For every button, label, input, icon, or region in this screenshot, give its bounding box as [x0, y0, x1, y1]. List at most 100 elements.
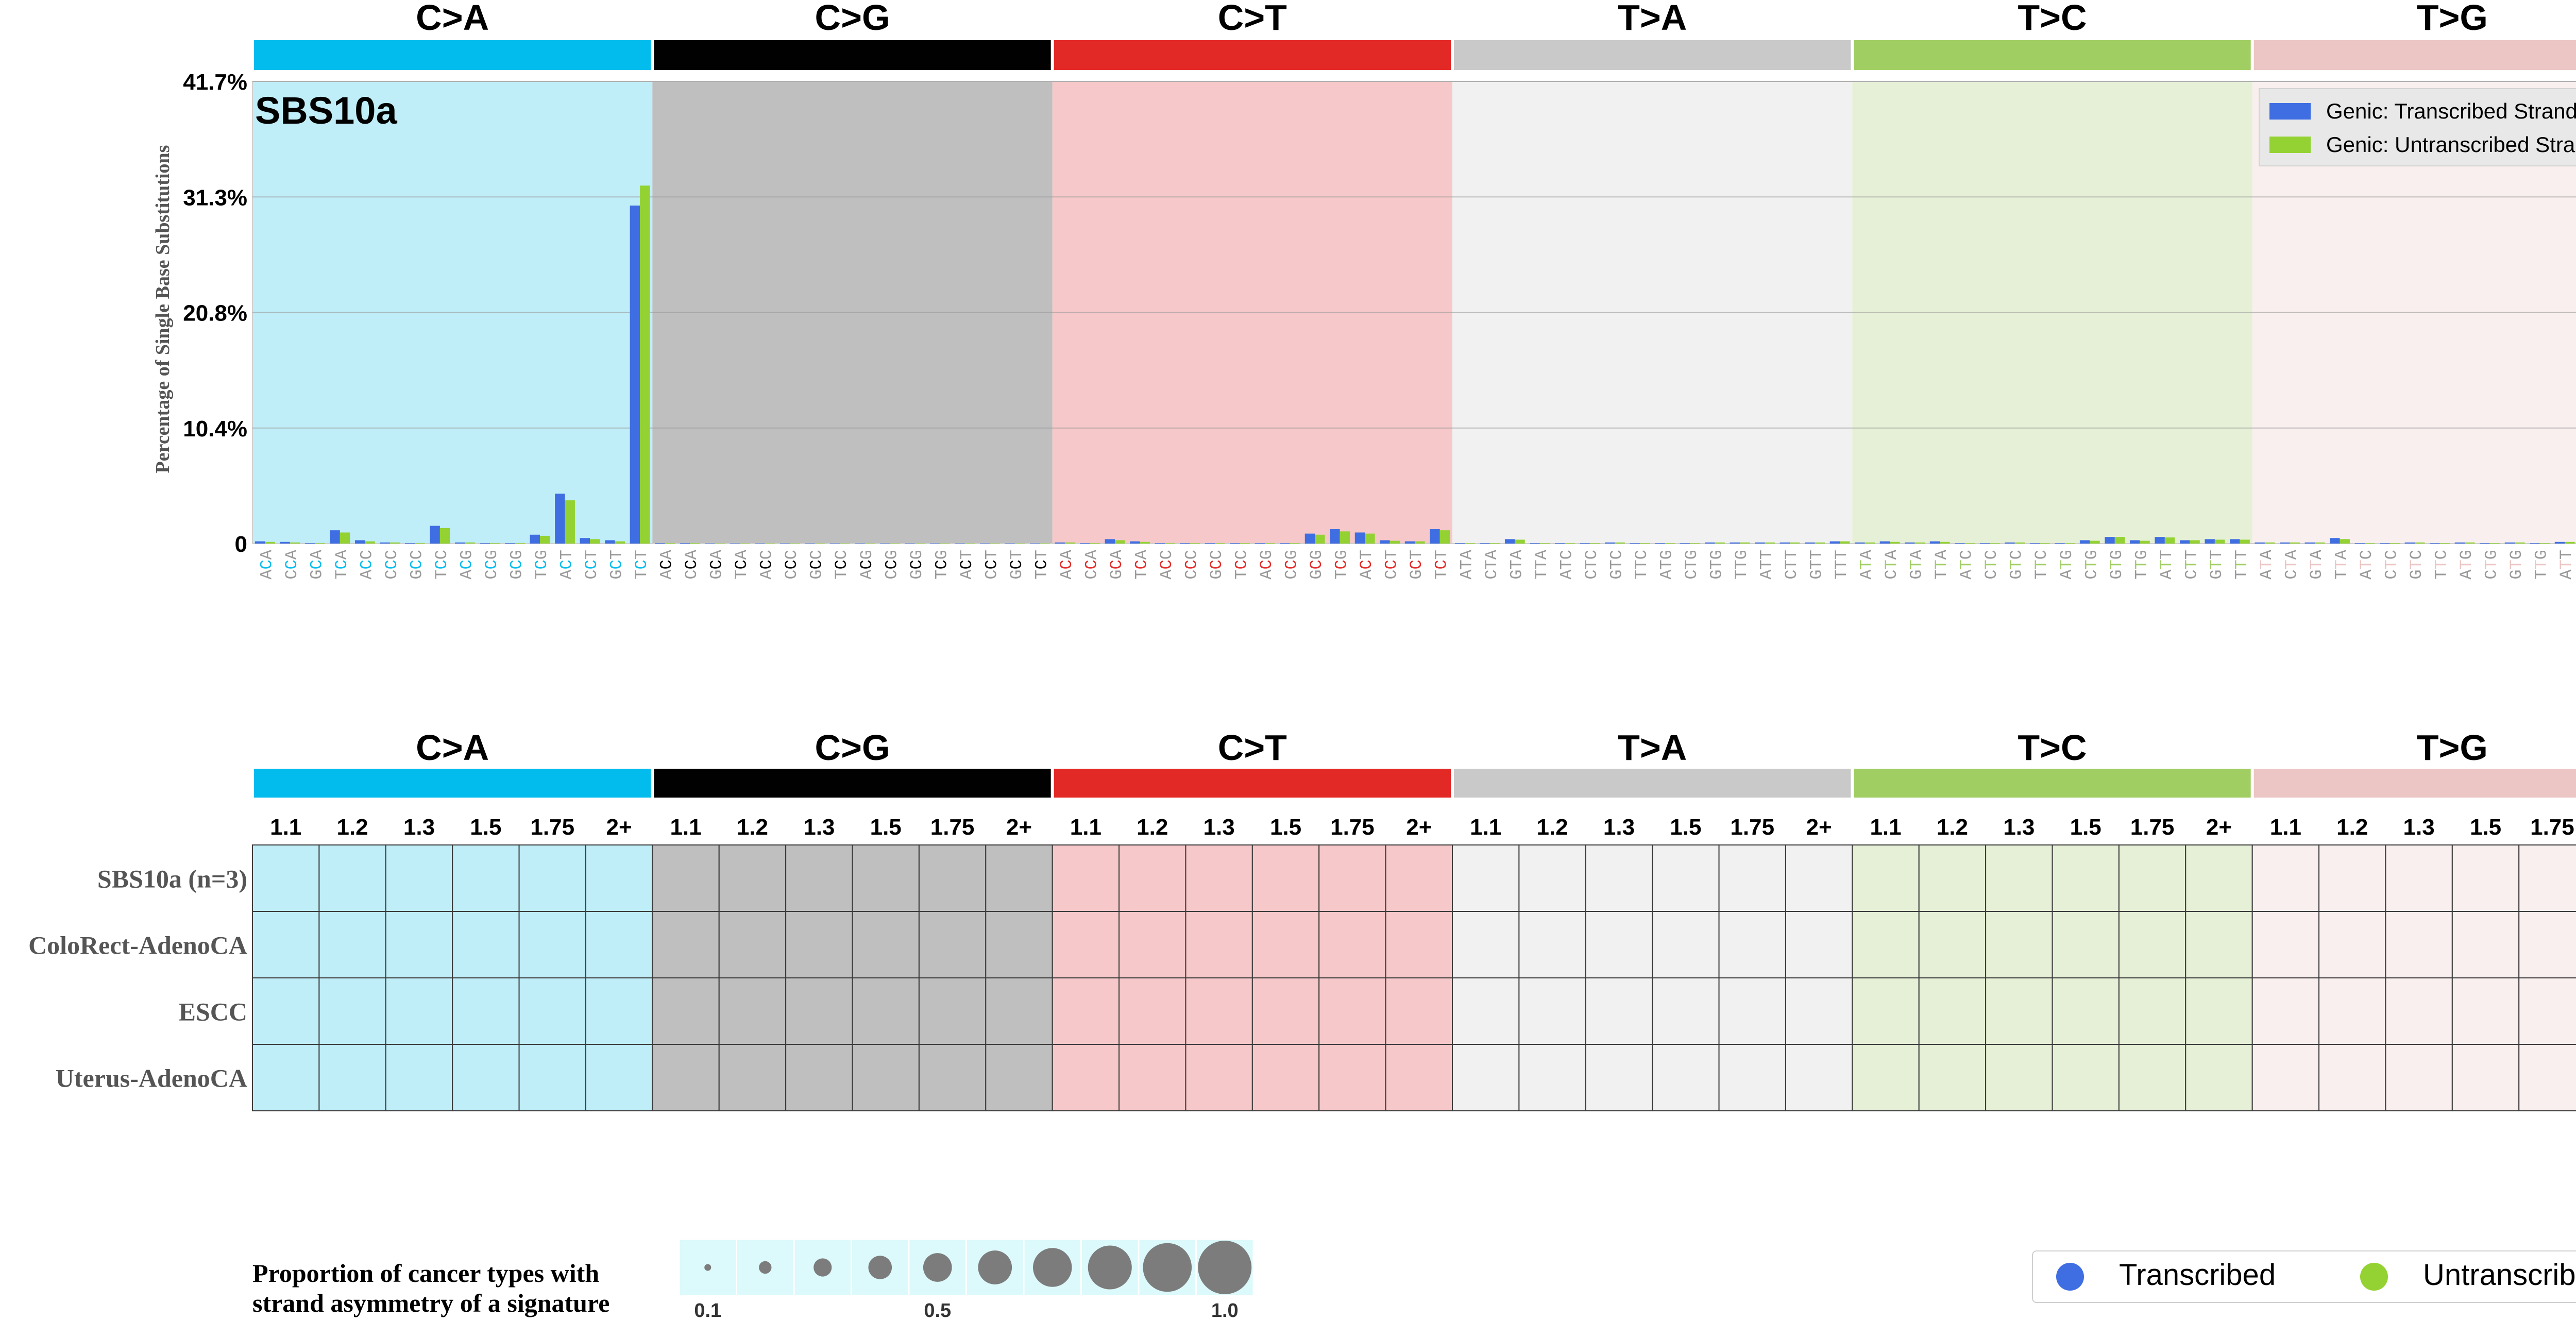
- x-tick-label-4-1: CTA: [1882, 549, 1901, 579]
- bar-1-4-10: [2114, 537, 2125, 544]
- table-cell-3-2-4: [1318, 1044, 1386, 1111]
- table-col-label-3-4: 1.75: [1730, 815, 1774, 840]
- table-cell-2-5-4: [2518, 977, 2576, 1045]
- x-tick-label-1-13: CCT: [982, 550, 1001, 580]
- table-cell-2-5-1: [2318, 977, 2386, 1045]
- x-tick-label-0-5: CCC: [382, 550, 401, 580]
- bar-1-4-1: [1890, 541, 1900, 544]
- legend-label-0: Genic: Transcribed Strand: [2326, 99, 2576, 123]
- strand-asymmetry-table: SBS10a (n=3) ColoRect-AdenoCA ESCC Uterus-A…: [28, 844, 2576, 1111]
- bar-1-1-14: [1014, 543, 1025, 544]
- table-cell-3-5-4: [2518, 1044, 2576, 1111]
- table-cell-2-3-4: [1718, 977, 1786, 1045]
- table-col-label-3-5: 2+: [1806, 815, 1832, 840]
- bar-0-2-14: [1404, 541, 1415, 544]
- bar-0-2-13: [1380, 540, 1390, 544]
- bar-1-3-7: [1639, 543, 1650, 544]
- bar-1-5-0: [2264, 542, 2275, 544]
- bar-1-2-14: [1415, 541, 1425, 544]
- table-cell-1-5-3: [2451, 911, 2520, 978]
- size-legend-tick-1: 0.5: [924, 1300, 951, 1320]
- bar-1-2-7: [1240, 543, 1250, 544]
- x-tick-label-2-15: TCT: [1432, 550, 1451, 580]
- table-col-label-4-3: 1.5: [2070, 815, 2102, 840]
- table-cell-2-1-5: [985, 977, 1053, 1045]
- bar-0-4-7: [2029, 543, 2040, 544]
- size-legend-circle-5: [978, 1250, 1012, 1284]
- x-tick-label-2-9: CCG: [1282, 550, 1301, 580]
- table-cell-2-3-0: [1452, 977, 1520, 1045]
- x-tick-label-0-11: TCG: [532, 550, 551, 580]
- x-tick-label-3-15: TTT: [1832, 550, 1851, 580]
- table-cell-1-2-4: [1318, 911, 1386, 978]
- bar-1-4-9: [2090, 540, 2100, 544]
- bar-1-0-1: [290, 542, 300, 544]
- bar-0-3-11: [1730, 542, 1740, 544]
- table-col-label-4-4: 1.75: [2130, 815, 2175, 840]
- bar-0-5-6: [2404, 542, 2415, 544]
- x-tick-label-4-7: TTC: [2032, 550, 2051, 580]
- table-cell-2-0-5: [585, 977, 653, 1045]
- table-col-label-0-5: 2+: [606, 815, 632, 840]
- x-tick-label-3-10: GTG: [1707, 550, 1726, 580]
- table-cell-3-5-1: [2318, 1044, 2386, 1111]
- bar-1-2-5: [1190, 543, 1200, 544]
- table-cell-1-4-3: [2052, 911, 2120, 978]
- table-cell-2-2-1: [1118, 977, 1187, 1045]
- table-cell-0-1-2: [785, 844, 853, 912]
- bar-0-4-2: [1905, 542, 1915, 544]
- table-cell-0-3-3: [1652, 844, 1720, 912]
- table-col-label-2-4: 1.75: [1330, 815, 1375, 840]
- table-cell-3-4-3: [2052, 1044, 2120, 1111]
- table-cell-1-3-0: [1452, 911, 1520, 978]
- table-cell-0-3-5: [1785, 844, 1853, 912]
- table-col-label-1-3: 1.5: [870, 815, 902, 840]
- table-cell-1-4-2: [1985, 911, 2053, 978]
- bar-0-0-2: [304, 543, 315, 544]
- x-tick-label-1-5: CCC: [782, 550, 801, 580]
- table-col-label-5-2: 1.3: [2403, 815, 2435, 840]
- x-tick-label-0-6: GCC: [407, 550, 426, 580]
- table-cell-1-3-2: [1585, 911, 1653, 978]
- bars: [255, 185, 2575, 544]
- bar-0-1-13: [979, 543, 990, 544]
- table-cell-1-1-1: [718, 911, 787, 978]
- bar-0-5-8: [2454, 542, 2465, 544]
- x-tick-label-2-10: GCG: [1307, 550, 1326, 580]
- bar-1-5-1: [2290, 542, 2300, 544]
- table-header-bar-5: [2253, 769, 2576, 798]
- bar-1-1-0: [665, 543, 675, 544]
- bar-0-0-6: [404, 543, 415, 544]
- x-tick-label-3-11: TTG: [1732, 550, 1751, 580]
- header-label-3: T>A: [1618, 0, 1687, 38]
- table-cell-1-3-3: [1652, 911, 1720, 978]
- size-legend-tick-2: 1.0: [1211, 1300, 1239, 1320]
- table-cell-3-2-2: [1185, 1044, 1253, 1111]
- bar-1-0-5: [389, 542, 400, 544]
- bar-0-2-5: [1180, 543, 1190, 544]
- bar-0-4-0: [1855, 542, 1865, 544]
- bar-1-3-3: [1539, 543, 1550, 544]
- table-cell-2-4-0: [1852, 977, 1920, 1045]
- table-cell-3-4-4: [2118, 1044, 2187, 1111]
- table-cell-3-3-0: [1452, 1044, 1520, 1111]
- bar-0-4-15: [2229, 539, 2240, 544]
- table-cell-1-4-0: [1852, 911, 1920, 978]
- table-cell-3-3-1: [1518, 1044, 1586, 1111]
- table-col-label-3-1: 1.2: [1536, 815, 1568, 840]
- bar-0-0-3: [330, 530, 340, 544]
- bar-0-4-6: [2005, 542, 2015, 544]
- bar-1-1-5: [790, 543, 800, 544]
- bar-0-5-2: [2304, 542, 2315, 544]
- series-legend: Genic: Transcribed Strand Genic: Untransc…: [2259, 88, 2576, 166]
- table-cell-0-0-1: [318, 844, 386, 912]
- bar-0-3-7: [1630, 543, 1640, 544]
- table-col-label-4-5: 2+: [2206, 815, 2232, 840]
- table-cell-2-3-3: [1652, 977, 1720, 1045]
- bar-1-0-11: [539, 535, 550, 544]
- bar-1-0-12: [565, 500, 575, 544]
- x-tick-label-5-7: TTC: [2432, 550, 2451, 580]
- x-tick-label-5-9: CTG: [2482, 550, 2501, 580]
- table-cell-1-5-1: [2318, 911, 2386, 978]
- x-tick-label-4-14: GTT: [2207, 550, 2226, 580]
